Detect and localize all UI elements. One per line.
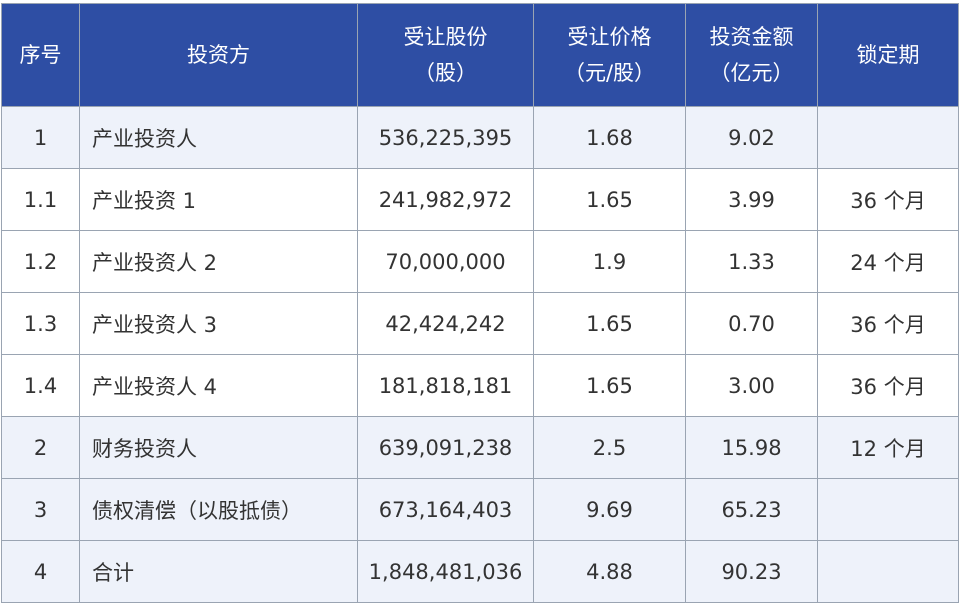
header-price: 受让价格 （元/股） [533,3,686,107]
cell-investor: 财务投资人 [79,416,358,479]
cell-index: 1.1 [1,168,80,231]
cell-investor: 产业投资人 4 [79,354,358,417]
cell-amount: 3.99 [685,168,818,231]
header-index: 序号 [1,3,80,107]
cell-lock-period [817,106,959,169]
header-lock-period: 锁定期 [817,3,959,107]
cell-lock-period [817,540,959,603]
table-row: 1.3 产业投资人 3 42,424,242 1.65 0.70 36 个月 [1,292,959,355]
cell-investor: 产业投资人 3 [79,292,358,355]
investor-table: 序号 投资方 受让股份 （股） 受让价格 （元/股） 投资金额 （亿元） 锁定期 1 … [1,3,959,603]
cell-lock-period: 36 个月 [817,354,959,417]
table-row: 1 产业投资人 536,225,395 1.68 9.02 [1,106,959,169]
cell-price: 1.65 [533,354,686,417]
cell-price: 9.69 [533,478,686,541]
cell-price: 2.5 [533,416,686,479]
cell-index: 3 [1,478,80,541]
cell-investor: 产业投资人 2 [79,230,358,293]
table-row: 1.4 产业投资人 4 181,818,181 1.65 3.00 36 个月 [1,354,959,417]
cell-shares: 241,982,972 [357,168,534,231]
cell-lock-period [817,478,959,541]
cell-amount: 9.02 [685,106,818,169]
cell-index: 1.4 [1,354,80,417]
cell-investor: 产业投资人 [79,106,358,169]
cell-index: 1.3 [1,292,80,355]
header-amount: 投资金额 （亿元） [685,3,818,107]
cell-investor: 产业投资 1 [79,168,358,231]
cell-lock-period: 24 个月 [817,230,959,293]
cell-shares: 181,818,181 [357,354,534,417]
cell-lock-period: 12 个月 [817,416,959,479]
cell-index: 1 [1,106,80,169]
cell-amount: 65.23 [685,478,818,541]
header-investor: 投资方 [79,3,358,107]
cell-price: 1.9 [533,230,686,293]
cell-price: 1.68 [533,106,686,169]
table-row: 3 债权清偿（以股抵债） 673,164,403 9.69 65.23 [1,478,959,541]
cell-investor: 债权清偿（以股抵债） [79,478,358,541]
cell-amount: 3.00 [685,354,818,417]
cell-investor: 合计 [79,540,358,603]
cell-shares: 1,848,481,036 [357,540,534,603]
table-row: 2 财务投资人 639,091,238 2.5 15.98 12 个月 [1,416,959,479]
table-row: 1.2 产业投资人 2 70,000,000 1.9 1.33 24 个月 [1,230,959,293]
cell-shares: 673,164,403 [357,478,534,541]
cell-lock-period: 36 个月 [817,292,959,355]
cell-price: 1.65 [533,168,686,231]
table-row-total: 4 合计 1,848,481,036 4.88 90.23 [1,540,959,603]
cell-amount: 15.98 [685,416,818,479]
cell-price: 1.65 [533,292,686,355]
cell-shares: 536,225,395 [357,106,534,169]
cell-index: 4 [1,540,80,603]
cell-lock-period: 36 个月 [817,168,959,231]
table-row: 1.1 产业投资 1 241,982,972 1.65 3.99 36 个月 [1,168,959,231]
header-shares: 受让股份 （股） [357,3,534,107]
cell-shares: 42,424,242 [357,292,534,355]
cell-index: 1.2 [1,230,80,293]
header-row: 序号 投资方 受让股份 （股） 受让价格 （元/股） 投资金额 （亿元） 锁定期 [1,3,959,107]
cell-amount: 1.33 [685,230,818,293]
cell-amount: 90.23 [685,540,818,603]
cell-shares: 639,091,238 [357,416,534,479]
cell-shares: 70,000,000 [357,230,534,293]
cell-index: 2 [1,416,80,479]
cell-price: 4.88 [533,540,686,603]
cell-amount: 0.70 [685,292,818,355]
